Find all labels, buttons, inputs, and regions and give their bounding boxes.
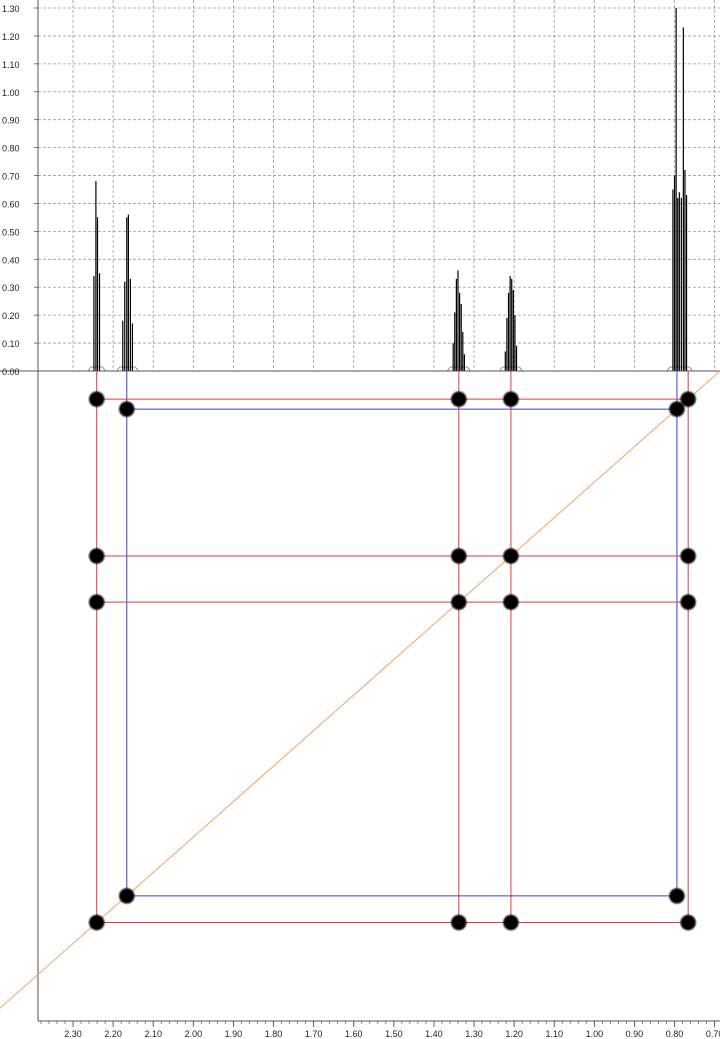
cross-peak-5 xyxy=(667,400,686,419)
diagonal xyxy=(0,370,720,1009)
spectrum-grid xyxy=(38,0,720,372)
x-tick-label-10: 1.30 xyxy=(465,1029,483,1039)
cross-peak-11 xyxy=(449,593,468,612)
y-tick-label-3: 0.30 xyxy=(2,283,20,293)
x-tick-label-11: 1.20 xyxy=(505,1029,523,1039)
cross-peak-9 xyxy=(679,547,698,566)
peak-base-1 xyxy=(116,366,139,372)
x-tick-label-12: 1.10 xyxy=(545,1029,563,1039)
y-tick-label-5: 0.50 xyxy=(2,227,20,237)
x-tick-label-0: 2.30 xyxy=(64,1029,82,1039)
cross-peak-15 xyxy=(667,886,686,905)
cross-peak-12 xyxy=(501,593,520,612)
cross-peak-18 xyxy=(501,913,520,932)
y-tick-label-4: 0.40 xyxy=(2,255,20,265)
cross-peak-19 xyxy=(679,913,698,932)
cross-peak-1 xyxy=(449,390,468,409)
y-tick-label-9: 0.90 xyxy=(2,116,20,126)
x-tick-label-2: 2.10 xyxy=(144,1029,162,1039)
2d-plot-frame xyxy=(37,371,720,1022)
cross-peak-14 xyxy=(117,886,136,905)
1d-spectrum xyxy=(87,8,693,372)
cross-peak-17 xyxy=(449,913,468,932)
y-tick-label-10: 1.00 xyxy=(2,88,20,98)
y-tick-label-2: 0.20 xyxy=(2,311,20,321)
x-tick-label-15: 0.80 xyxy=(666,1029,684,1039)
peak-base-2 xyxy=(446,366,471,372)
x-tick-label-4: 1.90 xyxy=(225,1029,243,1039)
y-tick-label-6: 0.60 xyxy=(2,199,20,209)
y-tick-label-11: 1.10 xyxy=(2,60,20,70)
x-axis: 2.30 2.20 2.10 2.00 1.90 1.80 1.70 1.60 1.50 1.40… xyxy=(40,1021,720,1039)
cross-peak-10 xyxy=(87,593,106,612)
y-tick-label-0: 0.00 xyxy=(2,367,20,377)
correlation-lines xyxy=(96,371,689,924)
cross-peak-16 xyxy=(87,913,106,932)
diagonal-line xyxy=(0,370,720,1009)
peak-base-3 xyxy=(498,366,523,372)
x-tick-label-5: 1.80 xyxy=(265,1029,283,1039)
y-tick-label-1: 0.10 xyxy=(2,339,20,349)
y-tick-label-7: 0.70 xyxy=(2,172,20,182)
cross-peak-13 xyxy=(679,593,698,612)
x-tick-label-16: 0.70 xyxy=(706,1029,720,1039)
cross-peak-8 xyxy=(501,547,520,566)
x-tick-label-14: 0.90 xyxy=(626,1029,644,1039)
x-tick-label-9: 1.40 xyxy=(425,1029,443,1039)
peak-base-0 xyxy=(87,366,106,372)
x-tick-label-6: 1.70 xyxy=(305,1029,323,1039)
y-tick-label-12: 1.20 xyxy=(2,32,20,42)
cross-peak-0 xyxy=(87,390,106,409)
cross-peak-6 xyxy=(87,547,106,566)
y-tick-label-13: 1.30 xyxy=(2,4,20,14)
x-tick-label-8: 1.50 xyxy=(385,1029,403,1039)
x-tick-label-13: 1.00 xyxy=(586,1029,604,1039)
cross-peak-2 xyxy=(501,390,520,409)
cross-peak-7 xyxy=(449,547,468,566)
x-tick-label-3: 2.00 xyxy=(185,1029,203,1039)
cross-peak-4 xyxy=(117,400,136,419)
cross-peaks xyxy=(87,390,698,932)
x-tick-label-1: 2.20 xyxy=(104,1029,122,1039)
y-tick-label-8: 0.80 xyxy=(2,144,20,154)
spectrum-y-axis: 0.00 0.10 0.20 0.30 0.40 0.50 0.60 0.70 0.80 0.90… xyxy=(0,0,720,377)
x-tick-label-7: 1.60 xyxy=(345,1029,363,1039)
